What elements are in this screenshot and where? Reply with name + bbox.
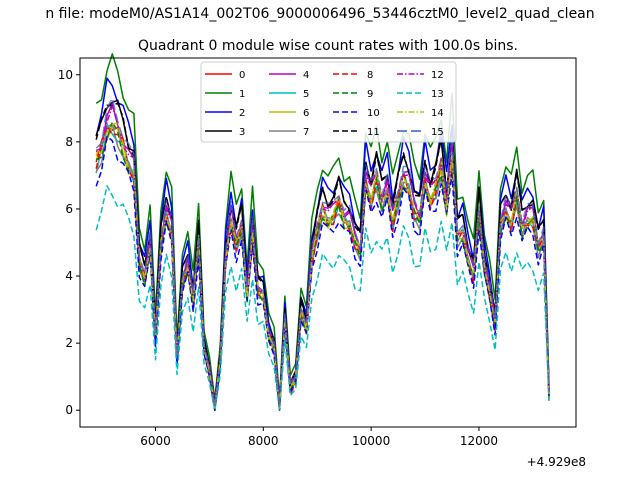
series-layer bbox=[95, 53, 550, 411]
series-line-13 bbox=[95, 185, 550, 411]
legend-label-4: 4 bbox=[303, 70, 309, 81]
legend-label-8: 8 bbox=[367, 70, 373, 81]
plot-frame bbox=[79, 57, 577, 428]
y-tick-label: 8 bbox=[65, 135, 73, 149]
series-line-8 bbox=[95, 125, 550, 411]
legend-label-10: 10 bbox=[367, 108, 380, 119]
legend-label-7: 7 bbox=[303, 127, 309, 138]
x-offset-label: +4.929e8 bbox=[527, 455, 586, 469]
figure-suptitle: n file: modeM0/AS1A14_002T06_9000006496_… bbox=[45, 6, 594, 22]
y-tick-label: 2 bbox=[65, 336, 73, 350]
y-tick-label: 6 bbox=[65, 202, 73, 216]
legend-label-14: 14 bbox=[431, 108, 444, 119]
legend-label-9: 9 bbox=[367, 89, 373, 100]
y-tick-label: 10 bbox=[58, 68, 73, 82]
legend-label-11: 11 bbox=[367, 127, 380, 138]
x-tick-label: 8000 bbox=[248, 434, 279, 448]
series-line-15 bbox=[95, 97, 550, 408]
series-line-10 bbox=[95, 135, 550, 411]
y-tick-label: 0 bbox=[65, 403, 73, 417]
legend-label-15: 15 bbox=[431, 127, 444, 138]
legend-label-12: 12 bbox=[431, 70, 444, 81]
legend-label-5: 5 bbox=[303, 89, 309, 100]
series-line-9 bbox=[95, 121, 550, 411]
legend-label-2: 2 bbox=[239, 108, 245, 119]
x-tick-label: 6000 bbox=[140, 434, 171, 448]
series-line-1 bbox=[95, 53, 550, 401]
legend-label-0: 0 bbox=[239, 70, 245, 81]
y-tick-label: 4 bbox=[65, 269, 73, 283]
x-tick-label: 12000 bbox=[460, 434, 498, 448]
legend-box bbox=[200, 61, 457, 143]
legend-label-1: 1 bbox=[239, 89, 245, 100]
chart-title: Quadrant 0 module wise count rates with … bbox=[138, 38, 518, 54]
legend-label-3: 3 bbox=[239, 127, 245, 138]
x-tick-label: 10000 bbox=[352, 434, 390, 448]
legend-label-6: 6 bbox=[303, 108, 309, 119]
legend-label-13: 13 bbox=[431, 89, 444, 100]
